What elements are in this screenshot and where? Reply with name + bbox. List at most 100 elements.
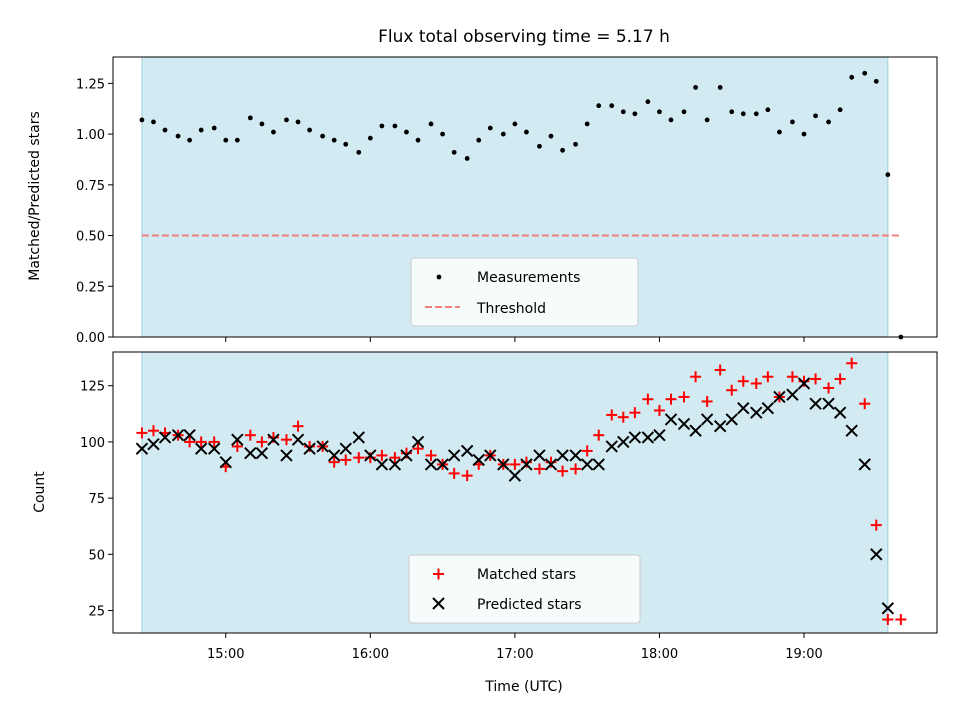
predicted-star-point [641, 431, 655, 444]
predicted-star-point [822, 397, 835, 410]
measurement-point [234, 137, 240, 143]
matched-star-point [726, 384, 738, 396]
predicted-star-point [207, 442, 221, 455]
measurement-point [524, 129, 529, 135]
predicted-star-point [569, 449, 582, 462]
measurement-point [885, 172, 891, 178]
chart-title: Flux total observing time = 5.17 h [378, 27, 670, 47]
measurement-point [584, 121, 590, 127]
predicted-star-point [267, 433, 280, 446]
predicted-star-point [219, 455, 232, 469]
measurement-point [415, 137, 421, 143]
matched-star-point [859, 398, 871, 410]
predicted-star-point [520, 458, 533, 471]
matched-star-point [136, 427, 148, 439]
count-y-tick-label: 25 [88, 605, 105, 620]
matched-star-point [762, 371, 774, 383]
predicted-star-point [858, 458, 871, 471]
predicted-star-point [327, 449, 341, 462]
measurement-point [198, 127, 204, 133]
ratio-y-tick-label: 0.50 [76, 230, 105, 245]
matched-star-point [412, 443, 424, 455]
predicted-star-point [725, 413, 738, 426]
ratio-y-tick-label: 1.25 [76, 77, 105, 92]
matched-star-point [617, 411, 629, 423]
measurement-point [259, 121, 265, 127]
ratio-panel: 0.00 0.25 0.50 0.75 1.00 1.25 Flux total obse… [27, 27, 938, 346]
matched-star-point [400, 447, 412, 459]
predicted-star-point [750, 406, 763, 419]
legend-box [408, 554, 641, 624]
measurement-point [862, 70, 868, 76]
predicted-star-point [544, 458, 558, 471]
measurement-point [162, 127, 168, 133]
predicted-star-point [700, 413, 714, 426]
ratio-y-tick-label: 0.75 [76, 179, 105, 194]
matched-star-point [280, 434, 292, 446]
matched-star-point [593, 429, 605, 441]
measurement-point [271, 129, 276, 135]
matched-star-point [642, 393, 654, 405]
matched-star-point [750, 377, 762, 389]
measurement-point [548, 133, 554, 139]
measurement-point [392, 123, 398, 129]
matched-star-point [545, 456, 557, 468]
matched-star-point [882, 614, 894, 626]
measurement-point [620, 109, 626, 115]
measurement-point [367, 135, 373, 141]
predicted-star-point [605, 440, 618, 453]
predicted-star-point [845, 424, 858, 437]
matched-star-point [895, 614, 907, 626]
count-panel: 25 50 75 100 125 15:00 16:00 17:00 18:00 19:00 Co… [32, 351, 938, 695]
y-axis-label-ratio: Matched/Predicted stars [27, 111, 43, 281]
matched-star-point [629, 407, 641, 419]
predicted-star-point [484, 449, 497, 462]
matched-star-point [823, 382, 835, 394]
predicted-star-point [677, 417, 691, 431]
count-marks [135, 357, 907, 626]
predicted-star-point [194, 442, 208, 455]
measurement-point [476, 137, 482, 143]
matched-star-point [184, 436, 196, 448]
matched-star-point [244, 429, 256, 441]
predicted-star-point [400, 449, 413, 462]
measurement-point [487, 125, 493, 131]
measurement-point [849, 74, 855, 80]
ratio-y-tick-label: 0.25 [76, 280, 105, 295]
matched-star-point [448, 467, 460, 479]
matched-star-point [665, 393, 677, 405]
predicted-star-point [280, 449, 293, 462]
measurement-point [464, 156, 470, 161]
predicted-star-point [339, 442, 352, 455]
predicted-star-point [424, 458, 438, 471]
ratio-marks [139, 70, 904, 340]
measurement-point [717, 85, 723, 90]
predicted-star-point [870, 548, 883, 561]
matched-star-point [690, 371, 702, 383]
measurement-point [801, 131, 807, 137]
predicted-star-point [497, 458, 510, 471]
y-axis-label-count: Count [32, 471, 48, 513]
count-y-tick-label: 50 [88, 548, 105, 563]
measurement-point [573, 141, 578, 147]
measurement-point [187, 137, 193, 143]
matched-star-point [870, 519, 882, 531]
measurement-point [379, 123, 385, 129]
count-x-tick-label: 19:00 [785, 647, 822, 662]
legend-marker-matched [433, 568, 444, 580]
predicted-star-point [628, 431, 642, 444]
predicted-star-point [291, 433, 305, 446]
predicted-star-point [303, 442, 316, 455]
predicted-star-point [689, 424, 702, 437]
measurement-point [596, 103, 602, 109]
measurement-point [223, 137, 229, 143]
predicted-star-point [183, 428, 196, 442]
predicted-star-point [364, 449, 377, 462]
matched-star-point [256, 436, 268, 448]
predicted-star-point [713, 419, 727, 433]
predicted-star-point [135, 442, 149, 455]
count-legend: Matched stars Predicted stars [408, 554, 641, 624]
measurement-point [500, 131, 506, 137]
measurement-point [740, 111, 746, 117]
